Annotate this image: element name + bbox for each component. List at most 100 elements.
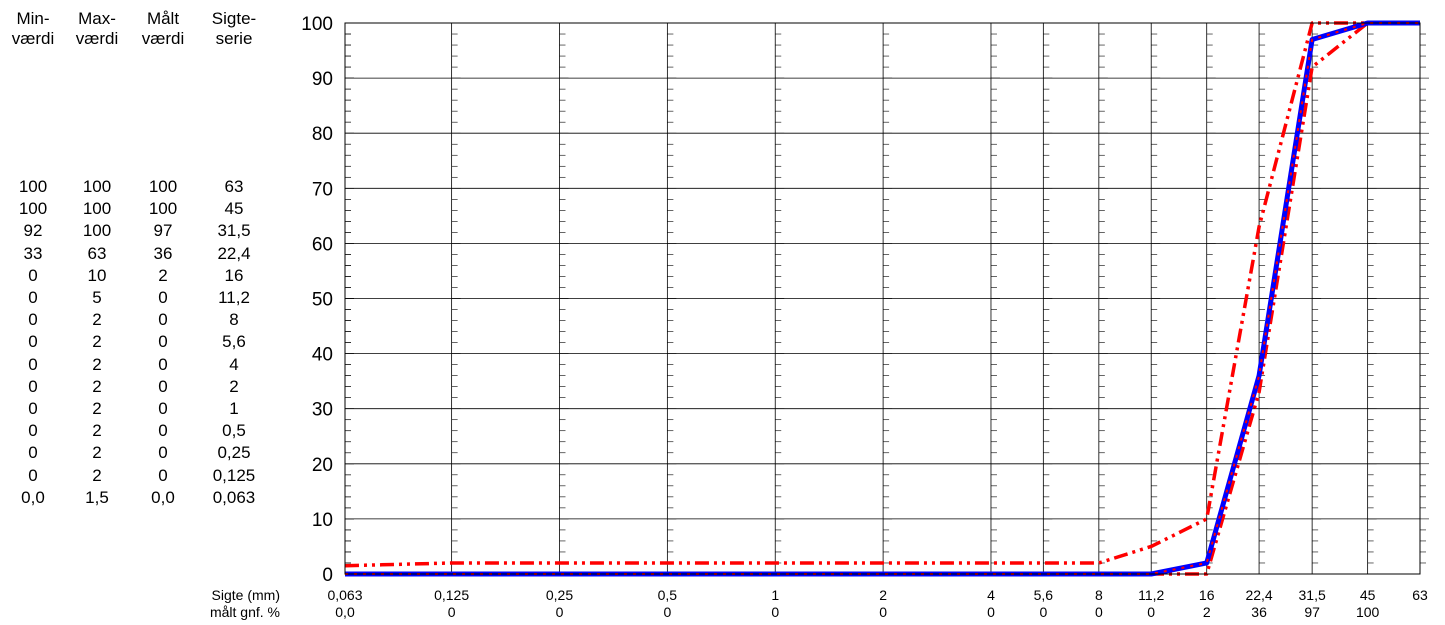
measured-value-label: 0 [771, 604, 779, 620]
table-row: 0 2 0 2 [0, 377, 290, 397]
table-cell: 2 [92, 354, 102, 374]
header-measured-line2: værdi [141, 29, 185, 48]
table-cell: 0 [158, 332, 168, 352]
measured-value-label: 0,0 [335, 604, 355, 620]
y-tick-label: 70 [312, 179, 333, 200]
table-cell: 36 [153, 243, 173, 263]
measured-value-label: 0 [448, 604, 456, 620]
measured-value-label: 36 [1251, 604, 1267, 620]
x-axis-label: Sigte (mm) [212, 587, 280, 603]
x-tick-label: 0,063 [327, 587, 362, 603]
table-cell: 0 [28, 421, 38, 441]
y-tick-label: 50 [312, 290, 333, 311]
table-cell: 8 [229, 310, 239, 330]
y-tick-label: 80 [312, 124, 333, 145]
measured-value-label: 0 [879, 604, 887, 620]
table-cell: 100 [82, 199, 112, 219]
header-max-line2: værdi [75, 29, 119, 48]
y-tick-label: 20 [312, 455, 333, 476]
x-tick-label: 4 [987, 587, 995, 603]
x-tick-label: 63 [1412, 587, 1428, 603]
table-row: 0 2 0 0,5 [0, 421, 290, 441]
measured-value-label: 0 [987, 604, 995, 620]
sieve-table: Min- værdi Max- værdi Målt værdi Sigte- … [0, 0, 290, 560]
table-cell: 0 [158, 443, 168, 463]
table-cell: 0 [28, 399, 38, 418]
x-tick-label: 8 [1095, 587, 1103, 603]
table-cell: 33 [23, 243, 43, 263]
table-cell: 100 [148, 177, 178, 196]
table-row: 0 10 2 16 [0, 266, 290, 286]
measured-value-label: 0 [1095, 604, 1103, 620]
table-row: 0 2 0 1 [0, 399, 290, 419]
table-cell: 100 [18, 177, 48, 196]
x-tick-label: 0,125 [434, 587, 469, 603]
table-cell: 100 [18, 199, 48, 219]
x-tick-label: 45 [1360, 587, 1376, 603]
table-cell: 0 [28, 376, 38, 396]
header-measured-line1: Målt [146, 9, 180, 28]
table-row: 0 5 0 11,2 [0, 288, 290, 308]
table-cell: 0 [158, 310, 168, 330]
measured-value-label: 100 [1356, 604, 1380, 620]
table-cell: 10 [87, 265, 107, 285]
table-cell: 1,5 [85, 487, 109, 507]
header-measured: Målt værdi [138, 9, 188, 49]
table-row: 0 2 0 0,125 [0, 466, 290, 486]
max-limit-line [344, 21, 1420, 568]
table-cell: 2 [92, 399, 102, 418]
x-tick-label: 0,25 [546, 587, 573, 603]
x-tick-label: 2 [879, 587, 887, 603]
x-tick-label: 11,2 [1138, 587, 1164, 603]
table-cell: 0 [158, 399, 168, 418]
table-cell: 92 [23, 221, 43, 241]
table-row: 100 100 100 63 [0, 177, 290, 197]
header-sieve: Sigte- serie [204, 9, 264, 49]
table-cell: 11,2 [218, 288, 250, 307]
measured-value-label: 0 [1039, 604, 1047, 620]
table-cell: 0,5 [222, 421, 246, 441]
header-sieve-line2: serie [215, 29, 253, 48]
table-cell: 0,063 [212, 487, 256, 507]
y-axis-ticks: 0 10 20 30 40 50 60 70 80 90 100 [301, 14, 333, 586]
table-cell: 0 [28, 288, 38, 307]
table-cell: 5,6 [222, 332, 246, 352]
table-cell: 0 [158, 354, 168, 374]
measured-value-label: 97 [1304, 604, 1320, 620]
x-axis-ticks: 0,0630,00,12500,2500,501020405,608011,20… [327, 587, 1428, 620]
table-cell: 2 [92, 443, 102, 463]
y-tick-label: 10 [312, 510, 333, 531]
table-cell: 0,125 [212, 465, 256, 485]
y-tick-label: 90 [312, 69, 333, 90]
header-max: Max- værdi [72, 9, 122, 49]
table-cell: 0,0 [21, 487, 45, 507]
table-cell: 100 [82, 221, 112, 241]
y-tick-label: 60 [312, 234, 333, 255]
table-cell: 0 [28, 443, 38, 463]
chart-minor-ticks [345, 33, 1429, 564]
table-cell: 63 [224, 177, 244, 196]
table-row: 33 63 36 22,4 [0, 244, 290, 264]
table-cell: 2 [229, 376, 239, 396]
x-tick-label: 31,5 [1299, 587, 1326, 603]
table-cell: 100 [148, 199, 178, 219]
x-tick-label: 22,4 [1245, 587, 1272, 603]
y-tick-label: 0 [322, 565, 333, 586]
table-cell: 5 [92, 288, 102, 307]
table-row: 0 2 0 4 [0, 355, 290, 375]
table-row: 0 2 0 0,25 [0, 443, 290, 463]
table-cell: 0 [158, 421, 168, 441]
y-tick-label: 30 [312, 400, 333, 421]
table-cell: 0 [28, 354, 38, 374]
header-max-line1: Max- [78, 9, 116, 28]
table-cell: 2 [92, 310, 102, 330]
table-row: 0,0 1,5 0,0 0,063 [0, 488, 290, 508]
plot-frame [344, 22, 1421, 575]
table-cell: 0 [28, 465, 38, 485]
table-cell: 0 [158, 376, 168, 396]
table-cell: 1 [229, 399, 239, 418]
table-cell: 0 [28, 265, 38, 285]
table-cell: 4 [229, 354, 239, 374]
y-tick-label: 100 [301, 14, 333, 35]
x-tick-label: 1 [771, 587, 779, 603]
